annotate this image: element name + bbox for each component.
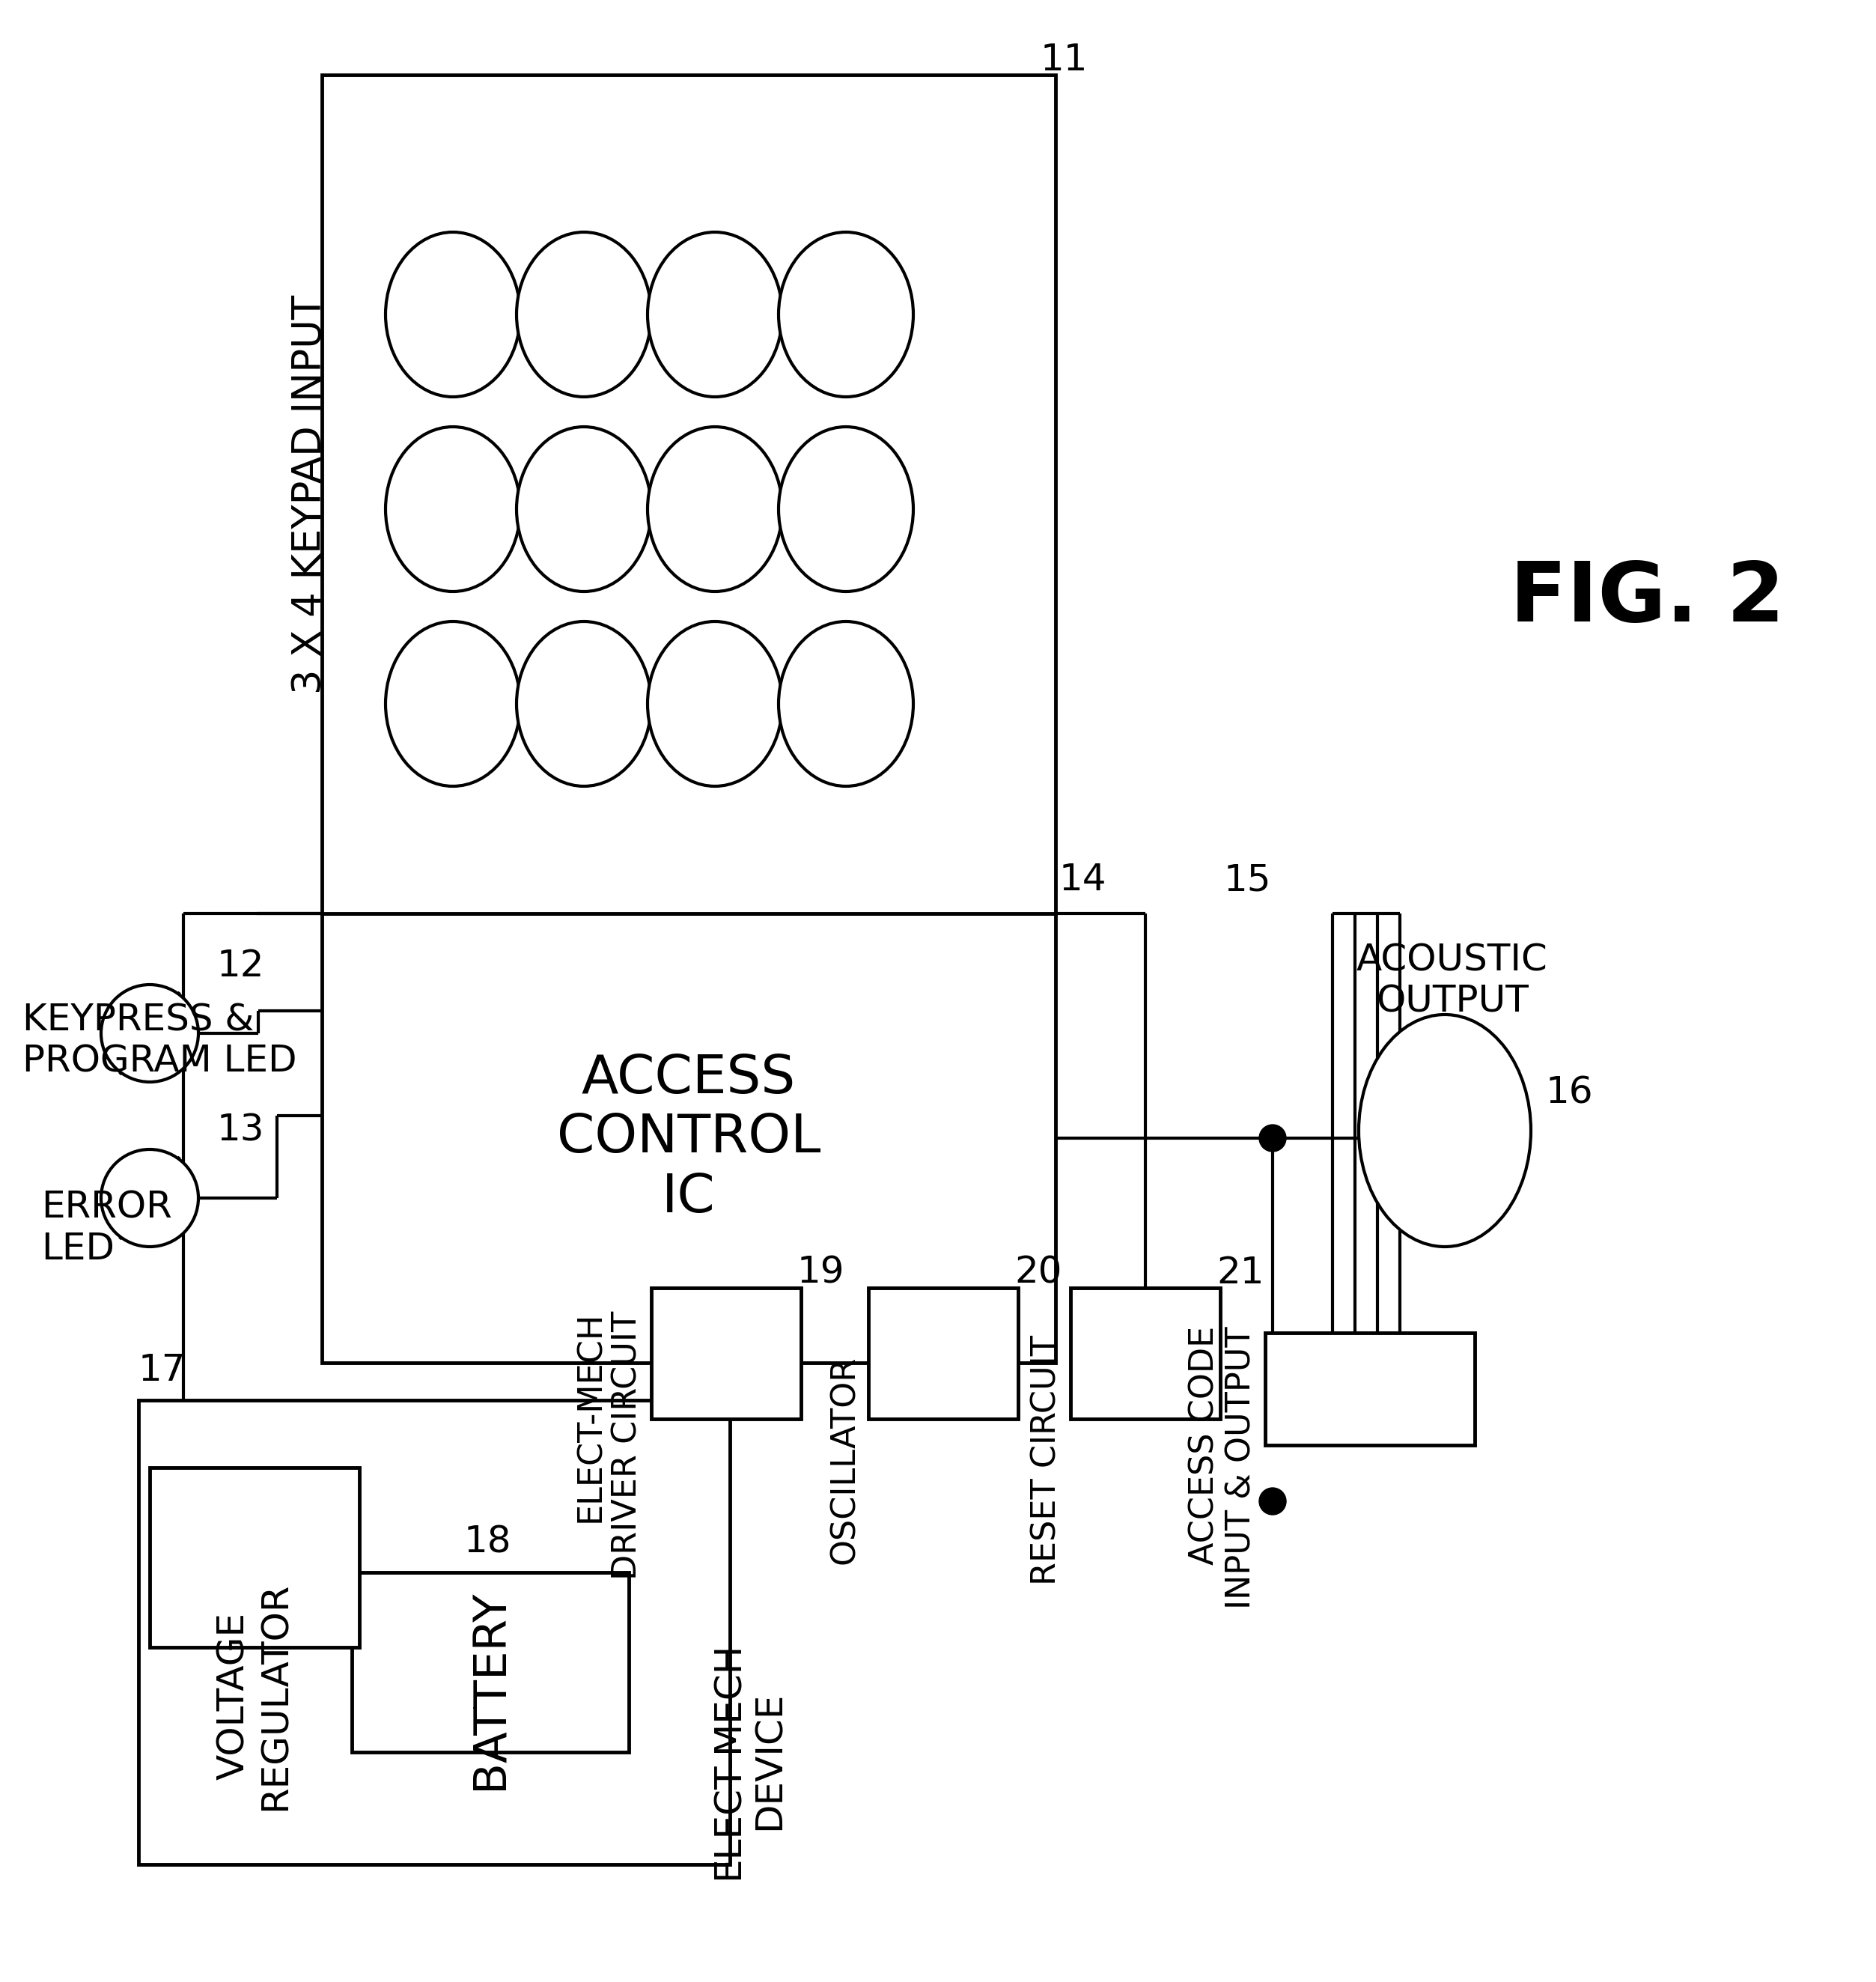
Text: 16: 16: [1546, 1076, 1593, 1112]
Text: 15: 15: [1223, 862, 1272, 898]
Ellipse shape: [516, 232, 651, 396]
Bar: [1264, 1332, 1475, 1445]
Ellipse shape: [516, 426, 651, 591]
Text: ELECT-MECH
DEVICE: ELECT-MECH DEVICE: [709, 1641, 788, 1879]
Ellipse shape: [647, 232, 782, 396]
Text: BATTERY: BATTERY: [469, 1590, 512, 1790]
Text: FIG. 2: FIG. 2: [1510, 559, 1784, 638]
Circle shape: [1259, 1124, 1287, 1152]
Ellipse shape: [647, 622, 782, 787]
Ellipse shape: [516, 622, 651, 787]
Text: 3 X 4 KEYPAD INPUT: 3 X 4 KEYPAD INPUT: [291, 295, 330, 694]
Bar: [323, 914, 1056, 1364]
Bar: [353, 1572, 628, 1752]
Ellipse shape: [779, 622, 914, 787]
Ellipse shape: [386, 622, 520, 787]
Text: RESET CIRCUIT: RESET CIRCUIT: [1030, 1336, 1064, 1586]
Bar: [1071, 1288, 1219, 1419]
Text: 11: 11: [1041, 42, 1088, 77]
Text: ERROR
LED: ERROR LED: [41, 1189, 173, 1266]
Text: ACCESS
CONTROL
IC: ACCESS CONTROL IC: [557, 1052, 820, 1223]
Text: ELECT-MECH
DRIVER CIRCUIT: ELECT-MECH DRIVER CIRCUIT: [574, 1310, 643, 1580]
Ellipse shape: [779, 232, 914, 396]
Text: 19: 19: [797, 1255, 844, 1290]
Text: 21: 21: [1216, 1255, 1264, 1290]
Ellipse shape: [779, 426, 914, 591]
Text: VOLTAGE
REGULATOR: VOLTAGE REGULATOR: [216, 1582, 293, 1810]
Text: 13: 13: [218, 1112, 265, 1150]
Text: ACCESS CODE
INPUT & OUTPUT: ACCESS CODE INPUT & OUTPUT: [1188, 1326, 1257, 1609]
Bar: [323, 75, 1056, 914]
Text: ACOUSTIC
OUTPUT: ACOUSTIC OUTPUT: [1356, 941, 1548, 1019]
Ellipse shape: [647, 426, 782, 591]
Bar: [150, 1467, 360, 1647]
Bar: [139, 1399, 730, 1865]
Circle shape: [101, 1150, 199, 1247]
Circle shape: [101, 985, 199, 1082]
Text: 20: 20: [1015, 1255, 1062, 1290]
Ellipse shape: [386, 232, 520, 396]
Text: 12: 12: [218, 947, 265, 983]
Text: KEYPRESS &
PROGRAM LED: KEYPRESS & PROGRAM LED: [23, 1003, 296, 1080]
Bar: [869, 1288, 1019, 1419]
Text: 17: 17: [139, 1352, 186, 1387]
Circle shape: [1259, 1488, 1287, 1514]
Text: 18: 18: [463, 1524, 512, 1560]
Text: 14: 14: [1060, 862, 1107, 898]
Bar: [651, 1288, 801, 1419]
Ellipse shape: [386, 426, 520, 591]
Text: OSCILLATOR: OSCILLATOR: [829, 1356, 861, 1564]
Ellipse shape: [1358, 1015, 1531, 1247]
